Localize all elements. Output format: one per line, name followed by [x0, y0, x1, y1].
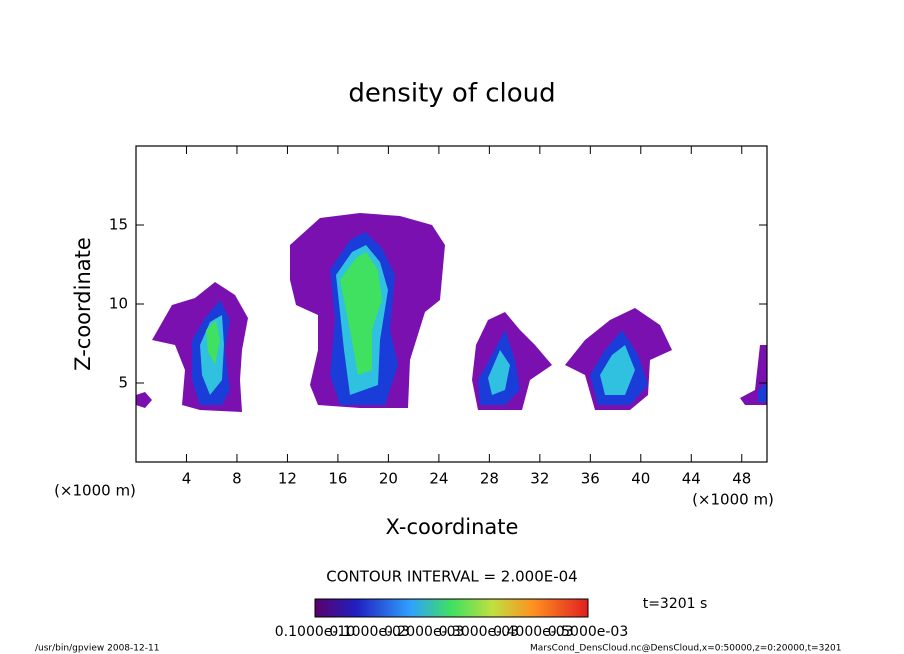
colorbar-label: 0.3000e-03 [439, 624, 519, 640]
y-tick-label: 5 [118, 374, 128, 392]
colorbar-labels: 0.1000e-100.1000e-030.2000e-030.3000e-03… [275, 624, 628, 640]
y-tick-label: 15 [109, 216, 128, 234]
contour-interval: CONTOUR INTERVAL = 2.000E-04 [326, 568, 577, 586]
colorbar [314, 598, 589, 618]
x-tick-label: 32 [530, 470, 549, 488]
y-axis-label: Z-coordinate [71, 237, 95, 371]
x-unit: (×1000 m) [692, 491, 774, 509]
x-tick-label: 24 [429, 470, 448, 488]
y-tick-label: 10 [109, 295, 128, 313]
colorbar-label: 0.5000e-03 [548, 624, 628, 640]
x-axis-label: X-coordinate [386, 515, 519, 539]
colorbar-label: 0.2000e-03 [384, 624, 464, 640]
time-label: t=3201 s [643, 596, 708, 612]
x-tick-label: 8 [232, 470, 242, 488]
x-tick-label: 40 [631, 470, 650, 488]
x-tick-label: 12 [278, 470, 297, 488]
x-tick-label: 16 [328, 470, 347, 488]
x-tick-label: 44 [682, 470, 701, 488]
chart-title: density of cloud [348, 79, 555, 109]
x-tick-label: 4 [182, 470, 192, 488]
y-unit: (×1000 m) [54, 482, 136, 500]
cloud-field [136, 213, 767, 412]
x-tick-label: 20 [379, 470, 398, 488]
colorbar-label: 0.4000e-03 [493, 624, 573, 640]
x-tick-label: 28 [480, 470, 499, 488]
x-tick-label: 48 [732, 470, 751, 488]
footer-left: /usr/bin/gpview 2008-12-11 [35, 644, 159, 654]
x-tick-label: 36 [581, 470, 600, 488]
footer-right: MarsCond_DensCloud.nc@DensCloud,x=0:5000… [530, 644, 842, 654]
colorbar-label: 0.1000e-03 [329, 624, 409, 640]
colorbar-label: 0.1000e-10 [275, 624, 355, 640]
